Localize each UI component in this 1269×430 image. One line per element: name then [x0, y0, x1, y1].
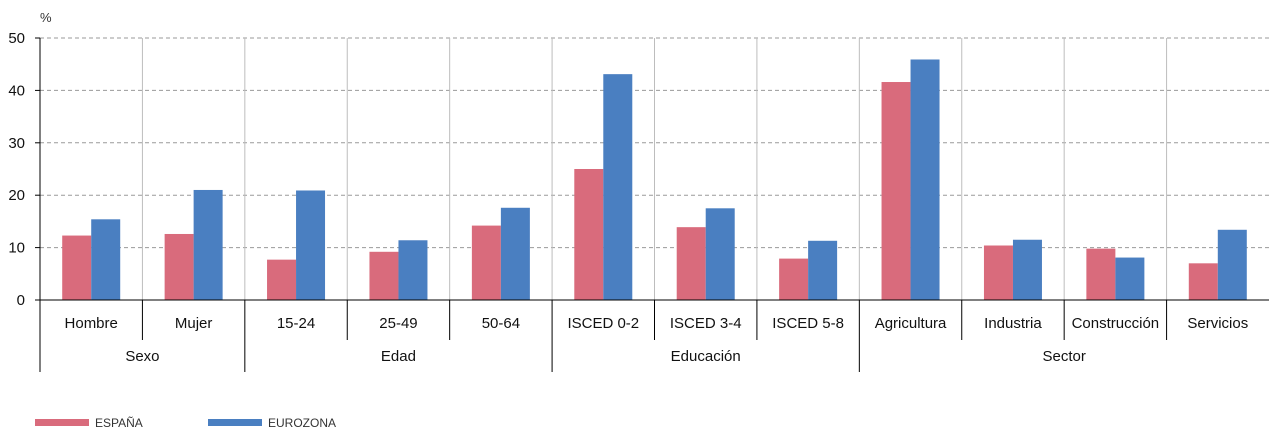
- bar-espana: [574, 169, 604, 300]
- bar-espana: [62, 235, 92, 300]
- x-tick-label: ISCED 3-4: [670, 315, 742, 332]
- x-tick-label: Industria: [984, 315, 1042, 332]
- y-tick-label: 50: [8, 30, 25, 47]
- bar-eurozona: [500, 207, 530, 300]
- x-tick-label: 50-64: [482, 315, 520, 332]
- legend: ESPAÑA EUROZONA: [35, 416, 336, 430]
- y-tick-label: 40: [8, 82, 25, 99]
- x-tick-label: Agricultura: [875, 315, 947, 332]
- y-tick-label: 20: [8, 187, 25, 204]
- gridlines: [40, 37, 1269, 300]
- x-tick-label: Construcción: [1072, 315, 1160, 332]
- y-tick-label: 0: [17, 292, 25, 309]
- group-label: Edad: [381, 348, 416, 365]
- x-tick-label: Servicios: [1187, 315, 1248, 332]
- bar-eurozona: [296, 190, 326, 300]
- group-label: Sector: [1042, 348, 1085, 365]
- bar-espana: [471, 225, 501, 300]
- bar-espana: [267, 259, 297, 300]
- y-axis-ticks: 0 10 20 30 40 50: [8, 30, 40, 309]
- bars: [62, 59, 1247, 301]
- legend-label: ESPAÑA: [95, 416, 143, 430]
- x-tick-label: ISCED 0-2: [567, 315, 639, 332]
- legend-swatch: [208, 419, 262, 426]
- bar-espana: [881, 82, 911, 301]
- x-axis: Hombre Mujer 15-24 25-49 50-64 ISCED 0-2 ISCED…: [39, 38, 1269, 372]
- bar-eurozona: [1115, 257, 1145, 300]
- y-tick-label: 30: [8, 135, 25, 152]
- bar-eurozona: [398, 240, 428, 300]
- bar-espana: [983, 245, 1013, 300]
- bar-eurozona: [193, 189, 223, 300]
- x-tick-label: ISCED 5-8: [772, 315, 844, 332]
- bar-espana: [779, 258, 809, 300]
- x-tick-label: Mujer: [175, 315, 213, 332]
- x-tick-label: 15-24: [277, 315, 315, 332]
- bar-eurozona: [91, 219, 121, 300]
- legend-swatch: [35, 419, 89, 426]
- bar-eurozona: [1217, 229, 1247, 300]
- y-unit-label: %: [40, 10, 52, 25]
- bar-espana: [369, 251, 399, 300]
- group-label: Educación: [671, 348, 741, 365]
- bar-eurozona: [1012, 239, 1042, 300]
- bar-espana: [1188, 263, 1218, 300]
- x-tick-label: Hombre: [65, 315, 118, 332]
- bar-eurozona: [603, 74, 633, 300]
- bar-eurozona: [705, 208, 735, 300]
- group-label: Sexo: [125, 348, 159, 365]
- bar-espana: [676, 227, 706, 300]
- bar-eurozona: [808, 240, 838, 300]
- legend-label: EUROZONA: [268, 416, 336, 430]
- x-tick-label: 25-49: [379, 315, 417, 332]
- bar-espana: [164, 233, 194, 300]
- bar-eurozona: [910, 59, 940, 300]
- y-tick-label: 10: [8, 240, 25, 257]
- bar-espana: [1086, 248, 1116, 300]
